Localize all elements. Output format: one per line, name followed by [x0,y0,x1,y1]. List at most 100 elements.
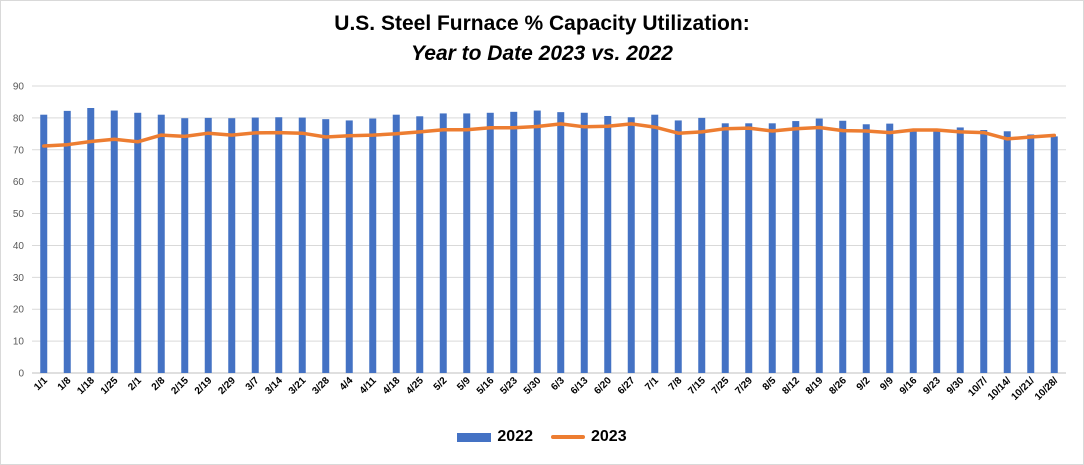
line-2023 [42,122,1057,148]
bar-2022 [627,117,635,373]
bar-2022 [557,112,565,373]
legend-item-2022: 2022 [457,428,533,446]
legend-swatch-2023 [551,435,585,439]
bar-2022 [651,114,659,373]
bar-2022 [157,114,165,373]
legend-label-2023: 2023 [591,428,627,445]
x-tick-label: 8/19 [804,375,826,397]
x-tick-label: 8/26 [827,375,849,397]
bar-2022 [416,116,424,374]
bar-2022 [251,117,259,373]
y-tick-label: 20 [13,305,25,316]
bar-2022 [1003,131,1011,373]
legend-swatch-2022 [457,432,492,442]
bar-2022 [204,117,212,373]
bar-2022 [839,120,847,374]
x-tick-label: 6/3 [549,375,567,393]
x-tick-label: 6/27 [616,375,638,397]
bar-2022 [510,111,518,373]
bar-2022 [886,123,894,373]
legend-item-2023: 2023 [551,428,627,446]
legend-label-2022: 2022 [497,428,533,445]
bar-2022 [1050,136,1058,373]
x-tick-label: 3/14 [263,375,285,397]
bar-2022 [463,113,471,374]
y-tick-label: 80 [13,113,25,124]
x-tick-label: 5/30 [522,375,544,397]
bar-2022 [439,113,447,374]
x-tick-label: 3/28 [310,375,332,397]
x-tick-label: 9/30 [945,375,967,397]
x-tick-label: 2/1 [126,375,144,393]
x-axis-ticks: 1/1 1/8 1/18 1/25 2/1 2/8 2/15 2/19 2/29 3/7 3/14 3… [32,375,1060,403]
chart-title: U.S. Steel Furnace % Capacity Utilizatio… [334,12,750,35]
bar-2022 [533,110,541,373]
x-tick-label: 5/23 [498,375,520,397]
x-tick-label: 1/18 [75,375,97,397]
bar-2022 [933,128,941,373]
bar-2022 [815,118,823,373]
x-tick-label: 4/4 [338,375,356,393]
x-tick-label: 2/15 [169,375,191,397]
x-tick-label: 2/19 [193,375,215,397]
bar-2022 [1027,134,1035,373]
x-tick-label: 8/12 [780,375,802,397]
y-tick-label: 0 [18,369,24,380]
x-tick-label: 10/21/ [1009,375,1037,403]
x-tick-label: 3/7 [244,375,262,393]
x-tick-label: 1/25 [99,375,121,397]
bar-2022 [956,127,964,373]
y-tick-label: 50 [13,209,25,220]
bar-2022 [862,124,870,374]
x-tick-label: 7/15 [686,375,708,397]
series-line-2023 [42,122,1057,148]
bar-2022 [980,130,988,373]
x-tick-label: 7/25 [710,375,732,397]
bar-2022 [604,115,612,373]
x-tick-label: 7/1 [643,375,661,393]
x-tick-label: 1/1 [32,375,50,393]
bar-2022 [721,123,729,373]
bar-2022 [181,118,189,373]
gridlines [32,85,1066,374]
x-tick-label: 4/18 [381,375,403,397]
y-tick-label: 10 [13,337,25,348]
x-tick-label: 9/9 [878,375,896,393]
x-tick-label: 3/21 [287,375,309,397]
bar-2022 [698,117,706,373]
bar-2022 [792,121,800,373]
y-tick-label: 90 [13,82,25,93]
bar-2022 [87,108,95,374]
bar-2022 [63,110,71,373]
bar-2022 [392,114,400,373]
bar-2022 [322,119,330,373]
x-tick-label: 9/2 [855,375,873,393]
bar-2022 [369,118,377,373]
bar-2022 [40,114,48,373]
y-tick-label: 70 [13,145,25,156]
bar-2022 [275,117,283,373]
bar-2022 [110,110,118,373]
y-axis-ticks: 0 10 20 30 40 50 60 70 80 90 [13,82,25,380]
x-tick-label: 10/14/ [986,375,1014,403]
bar-2022 [486,112,494,373]
x-tick-label: 6/13 [569,375,591,397]
x-tick-label: 9/23 [921,375,943,397]
chart-subtitle: Year to Date 2023 vs. 2022 [411,42,673,65]
bar-2022 [298,117,306,373]
x-tick-label: 5/16 [475,375,497,397]
x-tick-label: 9/16 [898,375,920,397]
x-tick-label: 5/9 [455,375,473,393]
y-tick-label: 30 [13,273,25,284]
x-tick-label: 2/8 [150,375,168,393]
x-tick-label: 7/29 [733,375,755,397]
x-tick-label: 8/5 [761,375,779,393]
x-tick-label: 1/8 [56,375,74,393]
bars-2022 [40,108,1058,374]
x-tick-label: 5/2 [432,375,450,393]
y-tick-label: 60 [13,177,25,188]
y-tick-label: 40 [13,241,25,252]
legend: 2022 2023 [0,428,1084,446]
bar-2022 [768,123,776,373]
